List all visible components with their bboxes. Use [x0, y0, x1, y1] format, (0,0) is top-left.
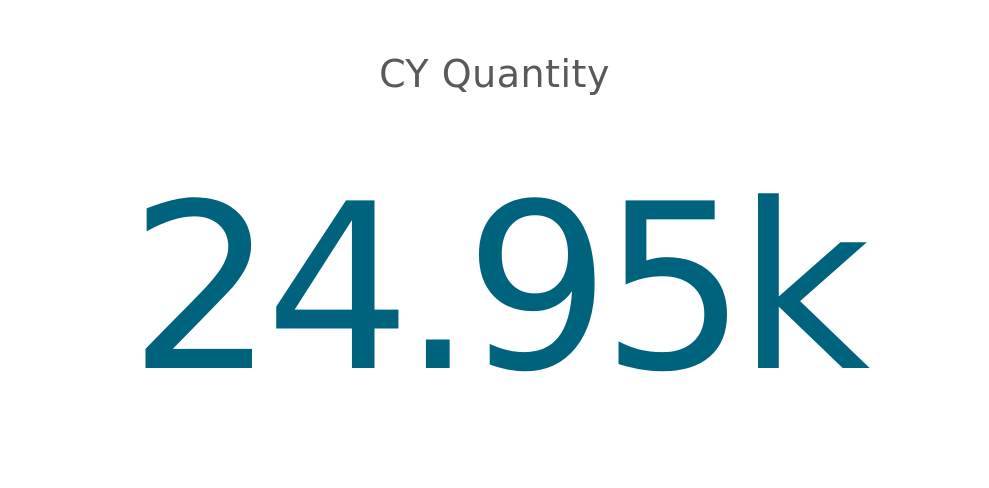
kpi-title: CY Quantity [379, 52, 610, 96]
kpi-value: 24.95k [128, 156, 871, 423]
